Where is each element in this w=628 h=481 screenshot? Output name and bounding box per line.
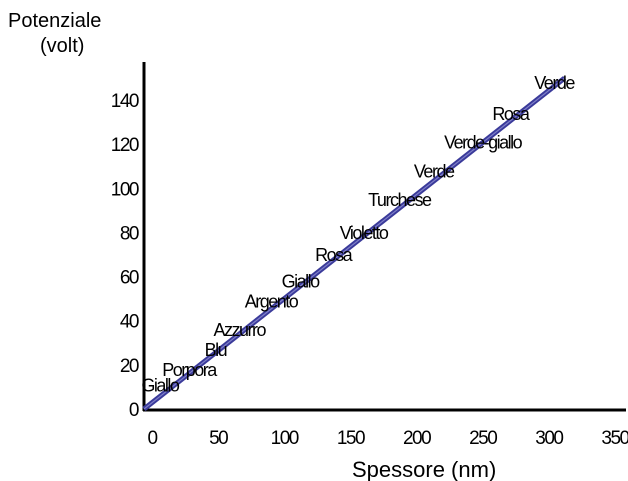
y-axis-label-line2: (volt): [40, 35, 84, 57]
annotation-label: Argento: [245, 291, 299, 311]
x-tick-label: 350: [601, 428, 628, 449]
x-tick-label: 0: [147, 428, 157, 449]
y-tick-label: 60: [120, 268, 139, 289]
annotation-label: Blu: [205, 340, 227, 360]
series-line-highlight: [143, 77, 566, 410]
x-tick-label: 200: [403, 428, 431, 449]
y-tick-label: 80: [120, 223, 139, 244]
annotation-label: Verde: [534, 73, 575, 93]
annotation-label: Giallo: [282, 272, 321, 292]
x-axis-label: Spessore (nm): [352, 457, 496, 481]
annotation-label: Giallo: [141, 375, 180, 395]
x-tick-label: 50: [209, 428, 228, 449]
x-tick-label: 150: [337, 428, 365, 449]
y-axis-label-line1: Potenziale: [8, 10, 101, 32]
annotation-label: Turchese: [368, 190, 432, 210]
annotation-label: Violetto: [340, 223, 389, 243]
y-tick-label: 120: [111, 135, 139, 156]
annotation-label: Rosa: [492, 104, 531, 124]
annotation-label: Azzurro: [213, 320, 266, 340]
y-tick-label: 140: [111, 91, 139, 112]
annotation-label: Rosa: [315, 245, 354, 265]
y-tick-label: 40: [120, 312, 139, 333]
y-tick-label: 0: [129, 400, 139, 421]
x-tick-label: 300: [535, 428, 563, 449]
annotation-label: Verde: [414, 161, 455, 181]
x-tick-label: 250: [469, 428, 497, 449]
plot-area: 0 20 40 60 80 100 120 140 0 50 100 150 200 250 300 350 G…: [111, 62, 628, 449]
y-tick-label: 100: [111, 179, 139, 200]
y-tick-label: 20: [120, 356, 139, 377]
x-tick-label: 100: [271, 428, 299, 449]
annotation-label: Verde-giallo: [444, 133, 523, 153]
annotation-label: Porpora: [162, 360, 218, 380]
